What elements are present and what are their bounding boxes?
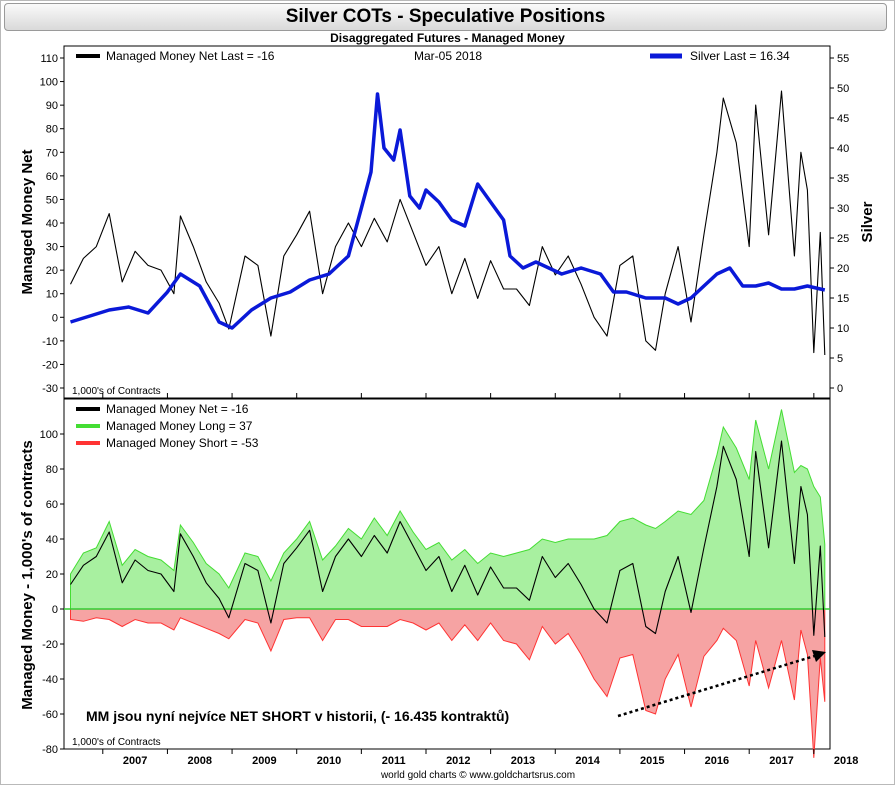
x-year-label: 2016 xyxy=(705,755,729,767)
right-tick-label: 20 xyxy=(837,263,849,275)
left-tick-label: -30 xyxy=(42,383,58,395)
x-year-label: 2012 xyxy=(446,755,470,767)
right-tick-label: 50 xyxy=(837,83,849,95)
left-tick-label: -10 xyxy=(42,336,58,348)
bottom-tick-label: 20 xyxy=(46,569,58,581)
x-year-label: 2018 xyxy=(834,755,858,767)
legend-silver-label: Silver Last = 16.34 xyxy=(690,49,790,63)
left-tick-label: 100 xyxy=(40,77,58,89)
bottom-series-group xyxy=(64,409,830,758)
legend-mm-long-label: Managed Money Long = 37 xyxy=(106,419,253,433)
bottom-net-line xyxy=(70,440,826,638)
right-tick-label: 10 xyxy=(837,323,849,335)
top-units-note: 1,000's of Contracts xyxy=(72,386,161,397)
bottom-tick-label: -20 xyxy=(42,639,58,651)
bottom-tick-label: -40 xyxy=(42,674,58,686)
left-tick-label: 30 xyxy=(46,242,58,254)
right-tick-label: 15 xyxy=(837,293,849,305)
legend-mm-net-label: Managed Money Net = -16 xyxy=(106,402,249,416)
bottom-units-note: 1,000's of Contracts xyxy=(72,737,161,748)
left-tick-label: 50 xyxy=(46,194,58,206)
top-axis-group: -30 -20 -10 0 10 20 30 40 50 60 70 80 90 100 110 0 5 10 15… xyxy=(40,53,850,395)
managed-money-short-area xyxy=(70,608,826,758)
x-year-label: 2013 xyxy=(511,755,535,767)
right-tick-label: 5 xyxy=(837,353,843,365)
annotation-arrow-line xyxy=(617,653,819,718)
x-year-label: 2010 xyxy=(317,755,341,767)
right-tick-label: 0 xyxy=(837,383,843,395)
bottom-tick-label: 0 xyxy=(52,604,58,616)
left-tick-label: 110 xyxy=(40,53,58,65)
bottom-tick-label: 100 xyxy=(40,429,58,441)
left-tick-label: -20 xyxy=(42,359,58,371)
left-tick-label: 40 xyxy=(46,218,58,230)
legend-mm-short-label: Managed Money Short = -53 xyxy=(106,436,259,450)
x-year-label: 2014 xyxy=(575,755,600,767)
top-plot-area xyxy=(63,45,831,399)
right-tick-label: 55 xyxy=(837,53,849,65)
left-tick-label: 10 xyxy=(46,289,58,301)
left-tick-label: 60 xyxy=(46,171,58,183)
x-year-label: 2008 xyxy=(188,755,212,767)
right-tick-label: 30 xyxy=(837,203,849,215)
bottom-axis-group: -80 -60 -40 -20 0 20 40 60 80 100 xyxy=(40,429,64,756)
x-year-label: 2011 xyxy=(382,755,406,767)
top-series-group xyxy=(69,90,826,356)
chart-subtitle: Disaggregated Futures - Managed Money xyxy=(330,31,565,45)
right-tick-label: 45 xyxy=(837,113,849,125)
x-axis-years: 2007 2008 2009 2010 2011 2012 2013 2014 2015 2016… xyxy=(102,393,858,767)
bottom-tick-label: 40 xyxy=(46,534,58,546)
annotation-arrow-head xyxy=(812,650,826,662)
left-tick-label: 90 xyxy=(46,100,58,112)
footer-credit: world gold charts © www.goldchartsrus.co… xyxy=(380,770,575,781)
x-year-label: 2015 xyxy=(640,755,664,767)
managed-money-long-area xyxy=(70,409,826,610)
x-year-label: 2017 xyxy=(769,755,793,767)
right-tick-label: 25 xyxy=(837,233,849,245)
left-tick-label: 0 xyxy=(52,312,58,324)
x-year-label: 2009 xyxy=(252,755,276,767)
left-tick-label: 20 xyxy=(46,265,58,277)
right-tick-label: 35 xyxy=(837,173,849,185)
x-year-label: 2007 xyxy=(123,755,147,767)
legend-date-label: Mar-05 2018 xyxy=(414,49,482,63)
annotation-text: MM jsou nyní nejvíce NET SHORT v histori… xyxy=(86,708,509,724)
managed-money-net-line xyxy=(70,90,826,356)
bottom-tick-label: 60 xyxy=(46,499,58,511)
left-tick-label: 70 xyxy=(46,147,58,159)
top-ylabel-left: Managed Money Net xyxy=(19,149,36,294)
bottom-tick-label: -80 xyxy=(42,744,58,756)
bottom-tick-label: -60 xyxy=(42,709,58,721)
bottom-tick-label: 80 xyxy=(46,464,58,476)
left-tick-label: 80 xyxy=(46,124,58,136)
silver-price-line xyxy=(69,92,826,330)
chart-title: Silver COTs - Speculative Positions xyxy=(4,3,887,31)
right-tick-label: 40 xyxy=(837,143,849,155)
top-ylabel-right: Silver xyxy=(859,201,876,242)
legend-net-label: Managed Money Net Last = -16 xyxy=(106,49,275,63)
bottom-ylabel: Managed Money - 1,000's of contracts xyxy=(19,440,36,709)
